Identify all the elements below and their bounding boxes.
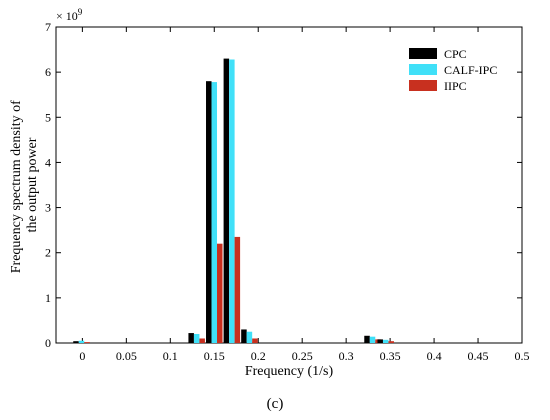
- bar-iipc: [199, 338, 205, 343]
- bar-calf-ipc: [369, 336, 376, 343]
- bar-calf-ipc: [211, 82, 218, 344]
- x-tick-label: 0.35: [380, 349, 401, 363]
- bar-cpc: [377, 339, 383, 343]
- bar-cpc: [188, 333, 194, 343]
- axis-ticks: [56, 26, 523, 344]
- y-exponent-label: × 109: [56, 7, 83, 23]
- y-tick-label: 1: [45, 291, 51, 305]
- bar-iipc: [217, 243, 223, 343]
- bar-calf-ipc: [246, 331, 253, 343]
- legend-label-iipc: IIPC: [444, 79, 467, 93]
- y-tick-label: 5: [45, 110, 51, 124]
- bar-cpc: [241, 329, 247, 343]
- legend: CPC CALF-IPC IIPC: [409, 47, 497, 93]
- bar-iipc: [388, 341, 394, 343]
- bar-series: [73, 58, 394, 344]
- bar-calf-ipc: [382, 339, 389, 343]
- y-axis-title: Frequency spectrum density of the output…: [9, 97, 40, 274]
- x-tick-label: 0.2: [251, 349, 266, 363]
- bar-cpc: [73, 341, 79, 343]
- y-tick-labels: 0 1 2 3 4 5 6 7: [45, 20, 51, 350]
- x-tick-label: 0.3: [339, 349, 354, 363]
- legend-swatch-iipc: [409, 80, 437, 91]
- x-tick-label: 0.4: [427, 349, 442, 363]
- x-tick-labels: 0 0.05 0.1 0.15 0.2 0.25 0.3 0.35 0.4 0.45 0.5: [79, 349, 529, 363]
- figure-caption: (c): [267, 396, 284, 412]
- bar-calf-ipc: [78, 340, 85, 343]
- y-tick-label: 4: [45, 155, 51, 169]
- x-tick-label: 0: [79, 349, 85, 363]
- bar-iipc: [252, 338, 258, 343]
- bar-cpc: [364, 335, 370, 343]
- y-tick-label: 6: [45, 65, 51, 79]
- bar-calf-ipc: [193, 333, 200, 343]
- x-tick-label: 0.15: [204, 349, 225, 363]
- x-axis-title: Frequency (1/s): [245, 364, 334, 379]
- x-tick-label: 0.05: [116, 349, 137, 363]
- bar-iipc: [234, 236, 241, 343]
- x-tick-label: 0.1: [163, 349, 178, 363]
- legend-swatch-calf-ipc: [409, 64, 437, 75]
- bar-cpc: [223, 58, 230, 343]
- y-tick-label: 7: [45, 20, 51, 34]
- x-tick-label: 0.5: [515, 349, 530, 363]
- plot-frame: [55, 26, 523, 344]
- legend-label-calf-ipc: CALF-IPC: [444, 63, 497, 77]
- y-tick-label: 2: [45, 246, 51, 260]
- legend-label-cpc: CPC: [444, 47, 467, 61]
- legend-swatch-cpc: [409, 48, 437, 59]
- bar-calf-ipc: [229, 59, 235, 343]
- y-tick-label: 3: [45, 201, 51, 215]
- x-tick-label: 0.45: [468, 349, 489, 363]
- bar-iipc: [84, 342, 90, 343]
- bar-cpc: [206, 81, 212, 344]
- x-tick-label: 0.25: [292, 349, 313, 363]
- y-tick-label: 0: [45, 336, 51, 350]
